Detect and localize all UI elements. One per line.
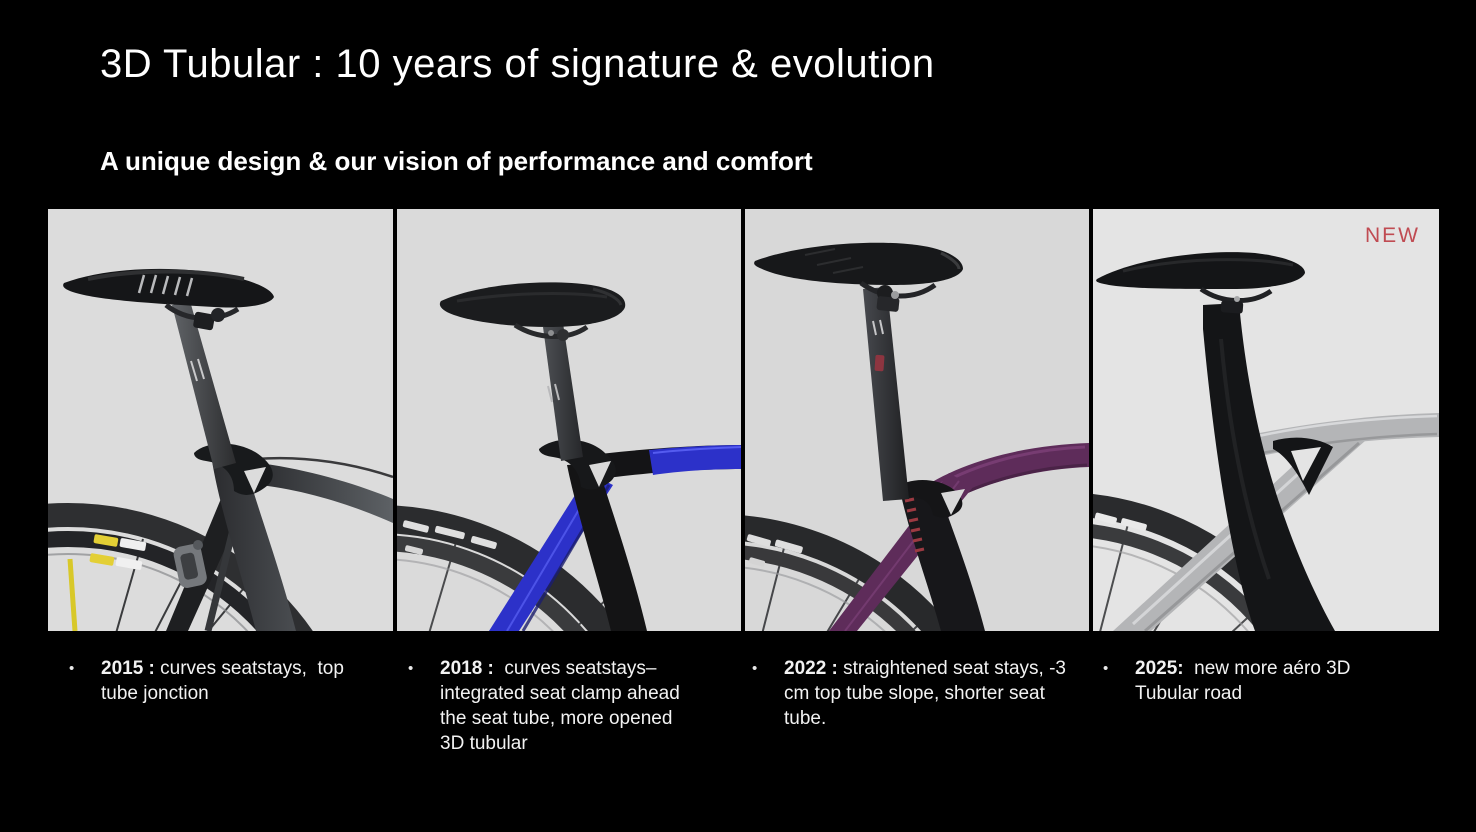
bike-photo-2022 (745, 209, 1089, 631)
bullet-dot: • (1103, 660, 1109, 677)
bullet-2018: • 2018 : curves seatstays– integrated se… (408, 656, 692, 756)
saddle-2015 (63, 268, 275, 331)
rear-wheel-2022 (745, 515, 956, 631)
bullet-year-2022: 2022 : (784, 658, 838, 679)
photo-panel-2022 (745, 209, 1089, 631)
photo-panel-2025 (1093, 209, 1439, 631)
bike-photo-2018 (397, 209, 741, 631)
bullet-year-2018: 2018 : (440, 658, 494, 679)
frame-2022 (829, 443, 1089, 631)
bike-photo-2025 (1093, 209, 1439, 631)
new-badge: NEW (1365, 224, 1420, 247)
bullet-2022: • 2022 : straightened seat stays, -3 cm … (752, 656, 1074, 731)
bike-photo-2015 (48, 209, 393, 631)
brake-caliper-2015 (173, 544, 207, 588)
bullet-desc-2025: new more aéro 3D Tubular road (1135, 658, 1356, 704)
bullet-text-2015: 2015 : curves seatstays, top tube joncti… (101, 656, 371, 706)
bullet-dot: • (752, 660, 758, 677)
frame-2018 (489, 439, 741, 631)
saddle-2022 (754, 242, 963, 312)
photo-panel-2018 (397, 209, 741, 631)
bullet-year-2015: 2015 : (101, 658, 155, 679)
bullet-desc-2015: curves seatstays, top tube jonction (101, 658, 350, 704)
bullet-dot: • (408, 660, 414, 677)
seatpost-2022 (863, 287, 909, 501)
photo-panel-2015 (48, 209, 393, 631)
bullet-text-2025: 2025: new more aéro 3D Tubular road (1135, 656, 1380, 706)
saddle-2025 (1096, 252, 1305, 314)
slide-subtitle: A unique design & our vision of performa… (100, 146, 813, 176)
bullet-year-2025: 2025: (1135, 658, 1184, 679)
bullet-desc-2018: curves seatstays– integrated seat clamp … (440, 658, 686, 754)
saddle-2018 (439, 282, 626, 341)
rear-wheel-2018 (397, 505, 624, 631)
bullet-text-2018: 2018 : curves seatstays– integrated seat… (440, 656, 692, 756)
bullet-2025: • 2025: new more aéro 3D Tubular road (1103, 656, 1380, 706)
seatpost-2018 (543, 323, 583, 461)
bullet-text-2022: 2022 : straightened seat stays, -3 cm to… (784, 656, 1074, 731)
bullet-desc-2022: straightened seat stays, -3 cm top tube … (784, 658, 1072, 729)
slide-title: 3D Tubular : 10 years of signature & evo… (100, 42, 935, 86)
rear-wheel-2025 (1093, 494, 1313, 631)
bullet-dot: • (69, 660, 75, 677)
seatpost-2015 (172, 301, 236, 469)
frame-2025 (1113, 303, 1439, 631)
bullet-2015: • 2015 : curves seatstays, top tube jonc… (69, 656, 371, 706)
rear-wheel-2015 (48, 503, 313, 631)
